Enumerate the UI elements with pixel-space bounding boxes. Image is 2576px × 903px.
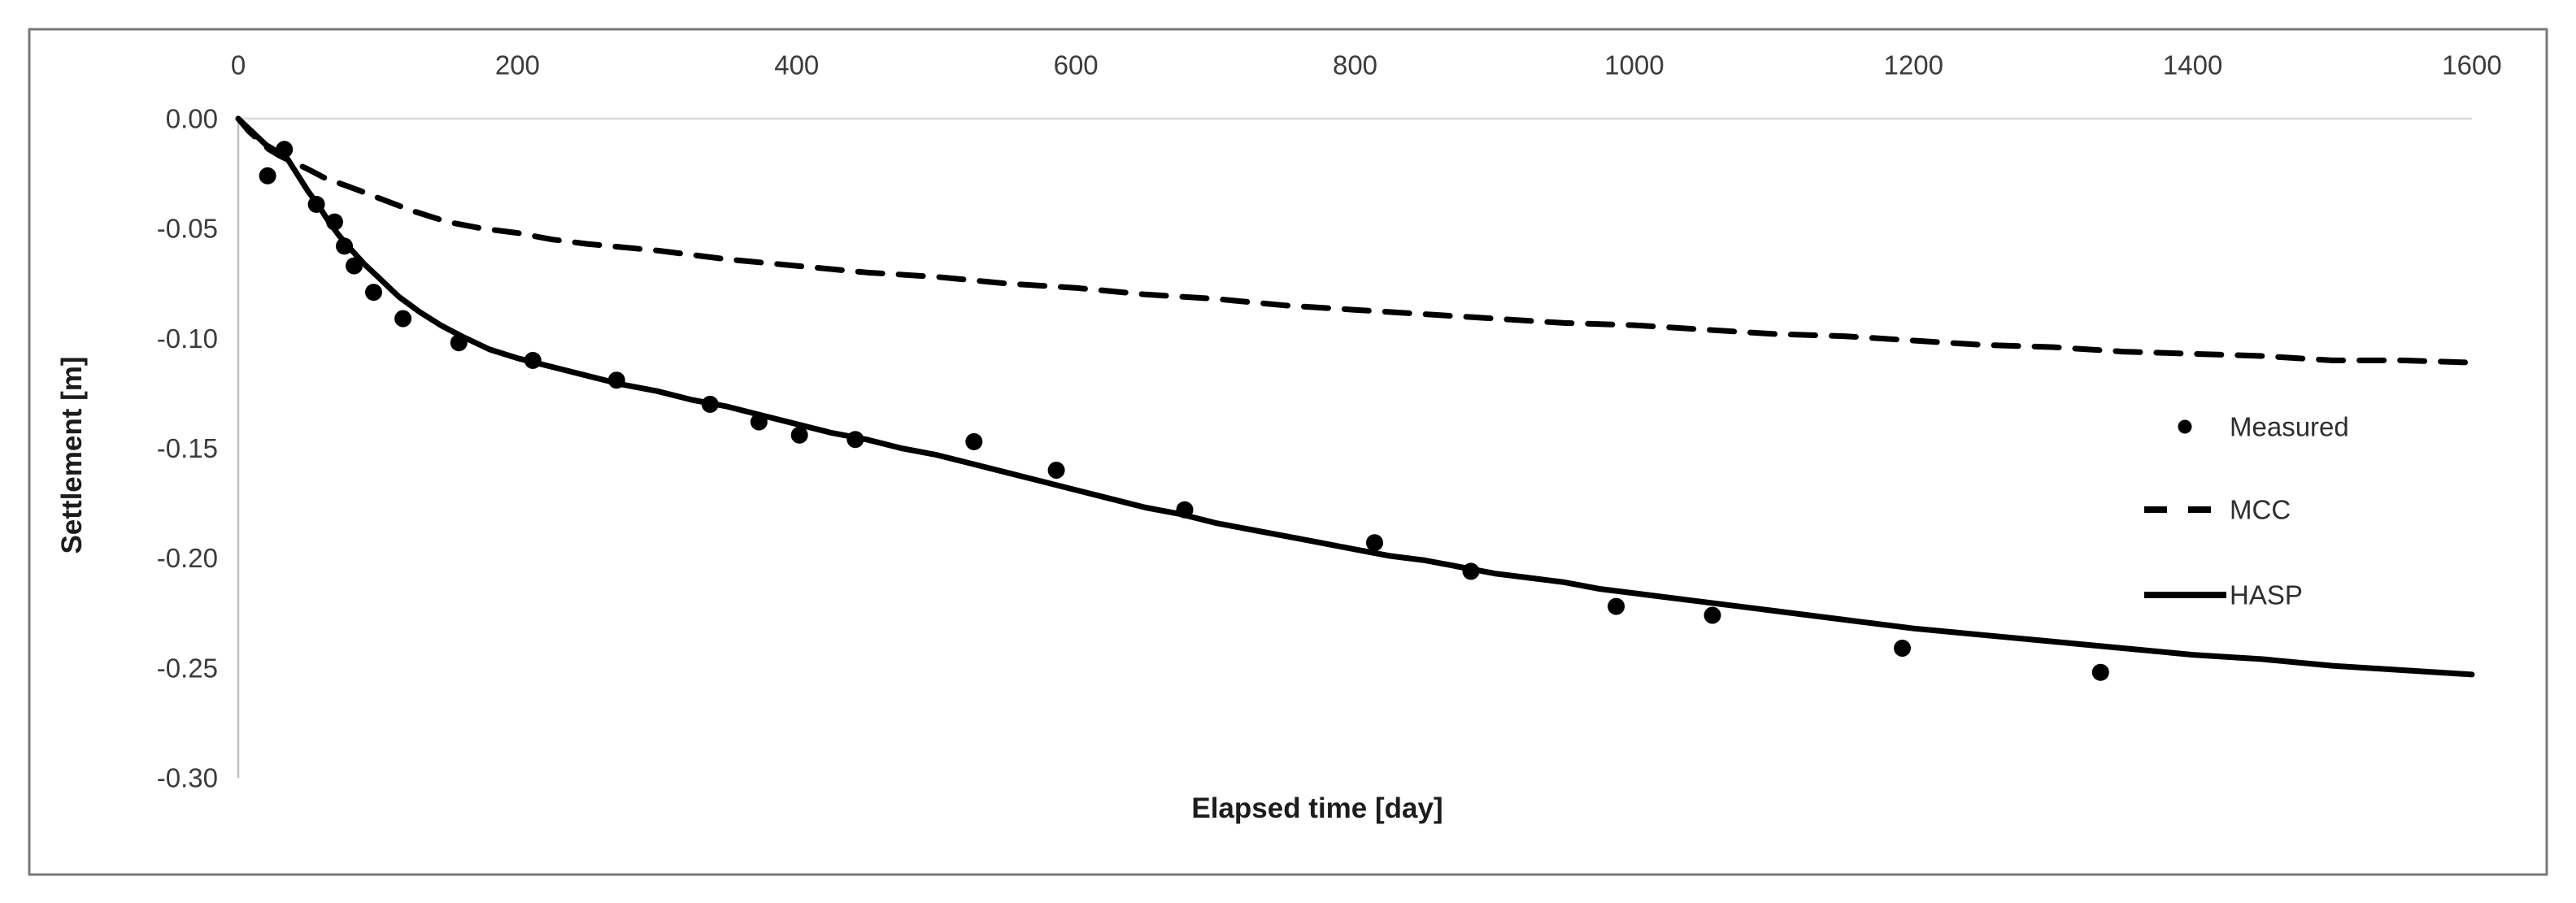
legend-label-mcc: MCC — [2230, 495, 2291, 525]
y-tick-label: -0.05 — [157, 214, 218, 244]
series-layer — [235, 115, 2475, 681]
x-tick-label: 1200 — [1884, 50, 1943, 80]
x-tick-label: 1600 — [2442, 50, 2501, 80]
y-tick-label: -0.25 — [157, 653, 218, 683]
legend-label-measured: Measured — [2230, 412, 2349, 442]
y-axis-title: Settlement [m] — [56, 356, 88, 554]
measured-point — [965, 432, 983, 450]
x-tick-label: 200 — [495, 50, 540, 80]
x-axis-tick-labels: 0 200 400 600 800 1000 1200 1400 1600 — [231, 50, 2502, 80]
measured-point — [346, 257, 363, 275]
measured-point — [276, 141, 294, 158]
measured-point — [2091, 663, 2109, 681]
measured-point — [365, 284, 382, 302]
measured-point — [259, 167, 276, 185]
y-tick-label: -0.10 — [157, 323, 218, 354]
measured-point — [1608, 597, 1625, 615]
y-tick-label: -0.20 — [157, 543, 218, 573]
x-tick-label: 800 — [1333, 50, 1377, 80]
x-axis-title: Elapsed time [day] — [1191, 792, 1442, 824]
chart-outer-frame — [28, 28, 2548, 876]
measured-point — [1462, 562, 1480, 580]
measured-point — [450, 334, 468, 352]
y-tick-label: -0.15 — [157, 433, 218, 463]
mcc-line — [235, 115, 2475, 366]
y-tick-label: -0.30 — [157, 763, 218, 793]
y-axis-tick-labels: 0.00 -0.05 -0.10 -0.15 -0.20 -0.25 -0.30 — [157, 104, 218, 793]
measured-point — [790, 426, 808, 444]
measured-point — [607, 371, 625, 389]
legend-label-hasp: HASP — [2230, 580, 2303, 610]
measured-point — [524, 351, 542, 369]
legend-entry-measured: Measured — [2178, 412, 2349, 442]
measured-point — [394, 310, 412, 328]
measured-point — [1047, 462, 1065, 479]
x-tick-label: 1000 — [1604, 50, 1664, 80]
measured-point — [1176, 501, 1194, 519]
measured-point — [846, 431, 864, 449]
measured-point — [701, 395, 719, 413]
y-tick-label: 0.00 — [166, 104, 218, 134]
measured-point — [307, 195, 325, 213]
x-tick-label: 0 — [231, 50, 246, 80]
x-tick-label: 1400 — [2163, 50, 2222, 80]
measured-point — [336, 237, 353, 255]
measured-point — [1704, 606, 1721, 624]
legend-entry-mcc: MCC — [2144, 495, 2291, 525]
measured-point — [750, 413, 768, 431]
legend: Measured MCC HASP — [2144, 412, 2349, 610]
x-tick-label: 400 — [774, 50, 819, 80]
measured-point — [1366, 534, 1383, 552]
legend-entry-hasp: HASP — [2144, 580, 2303, 610]
measured-point — [326, 213, 343, 231]
legend-dot-marker — [2178, 419, 2192, 434]
hasp-line — [235, 115, 2475, 678]
measured-point — [1894, 640, 1911, 657]
x-tick-label: 600 — [1054, 50, 1099, 80]
